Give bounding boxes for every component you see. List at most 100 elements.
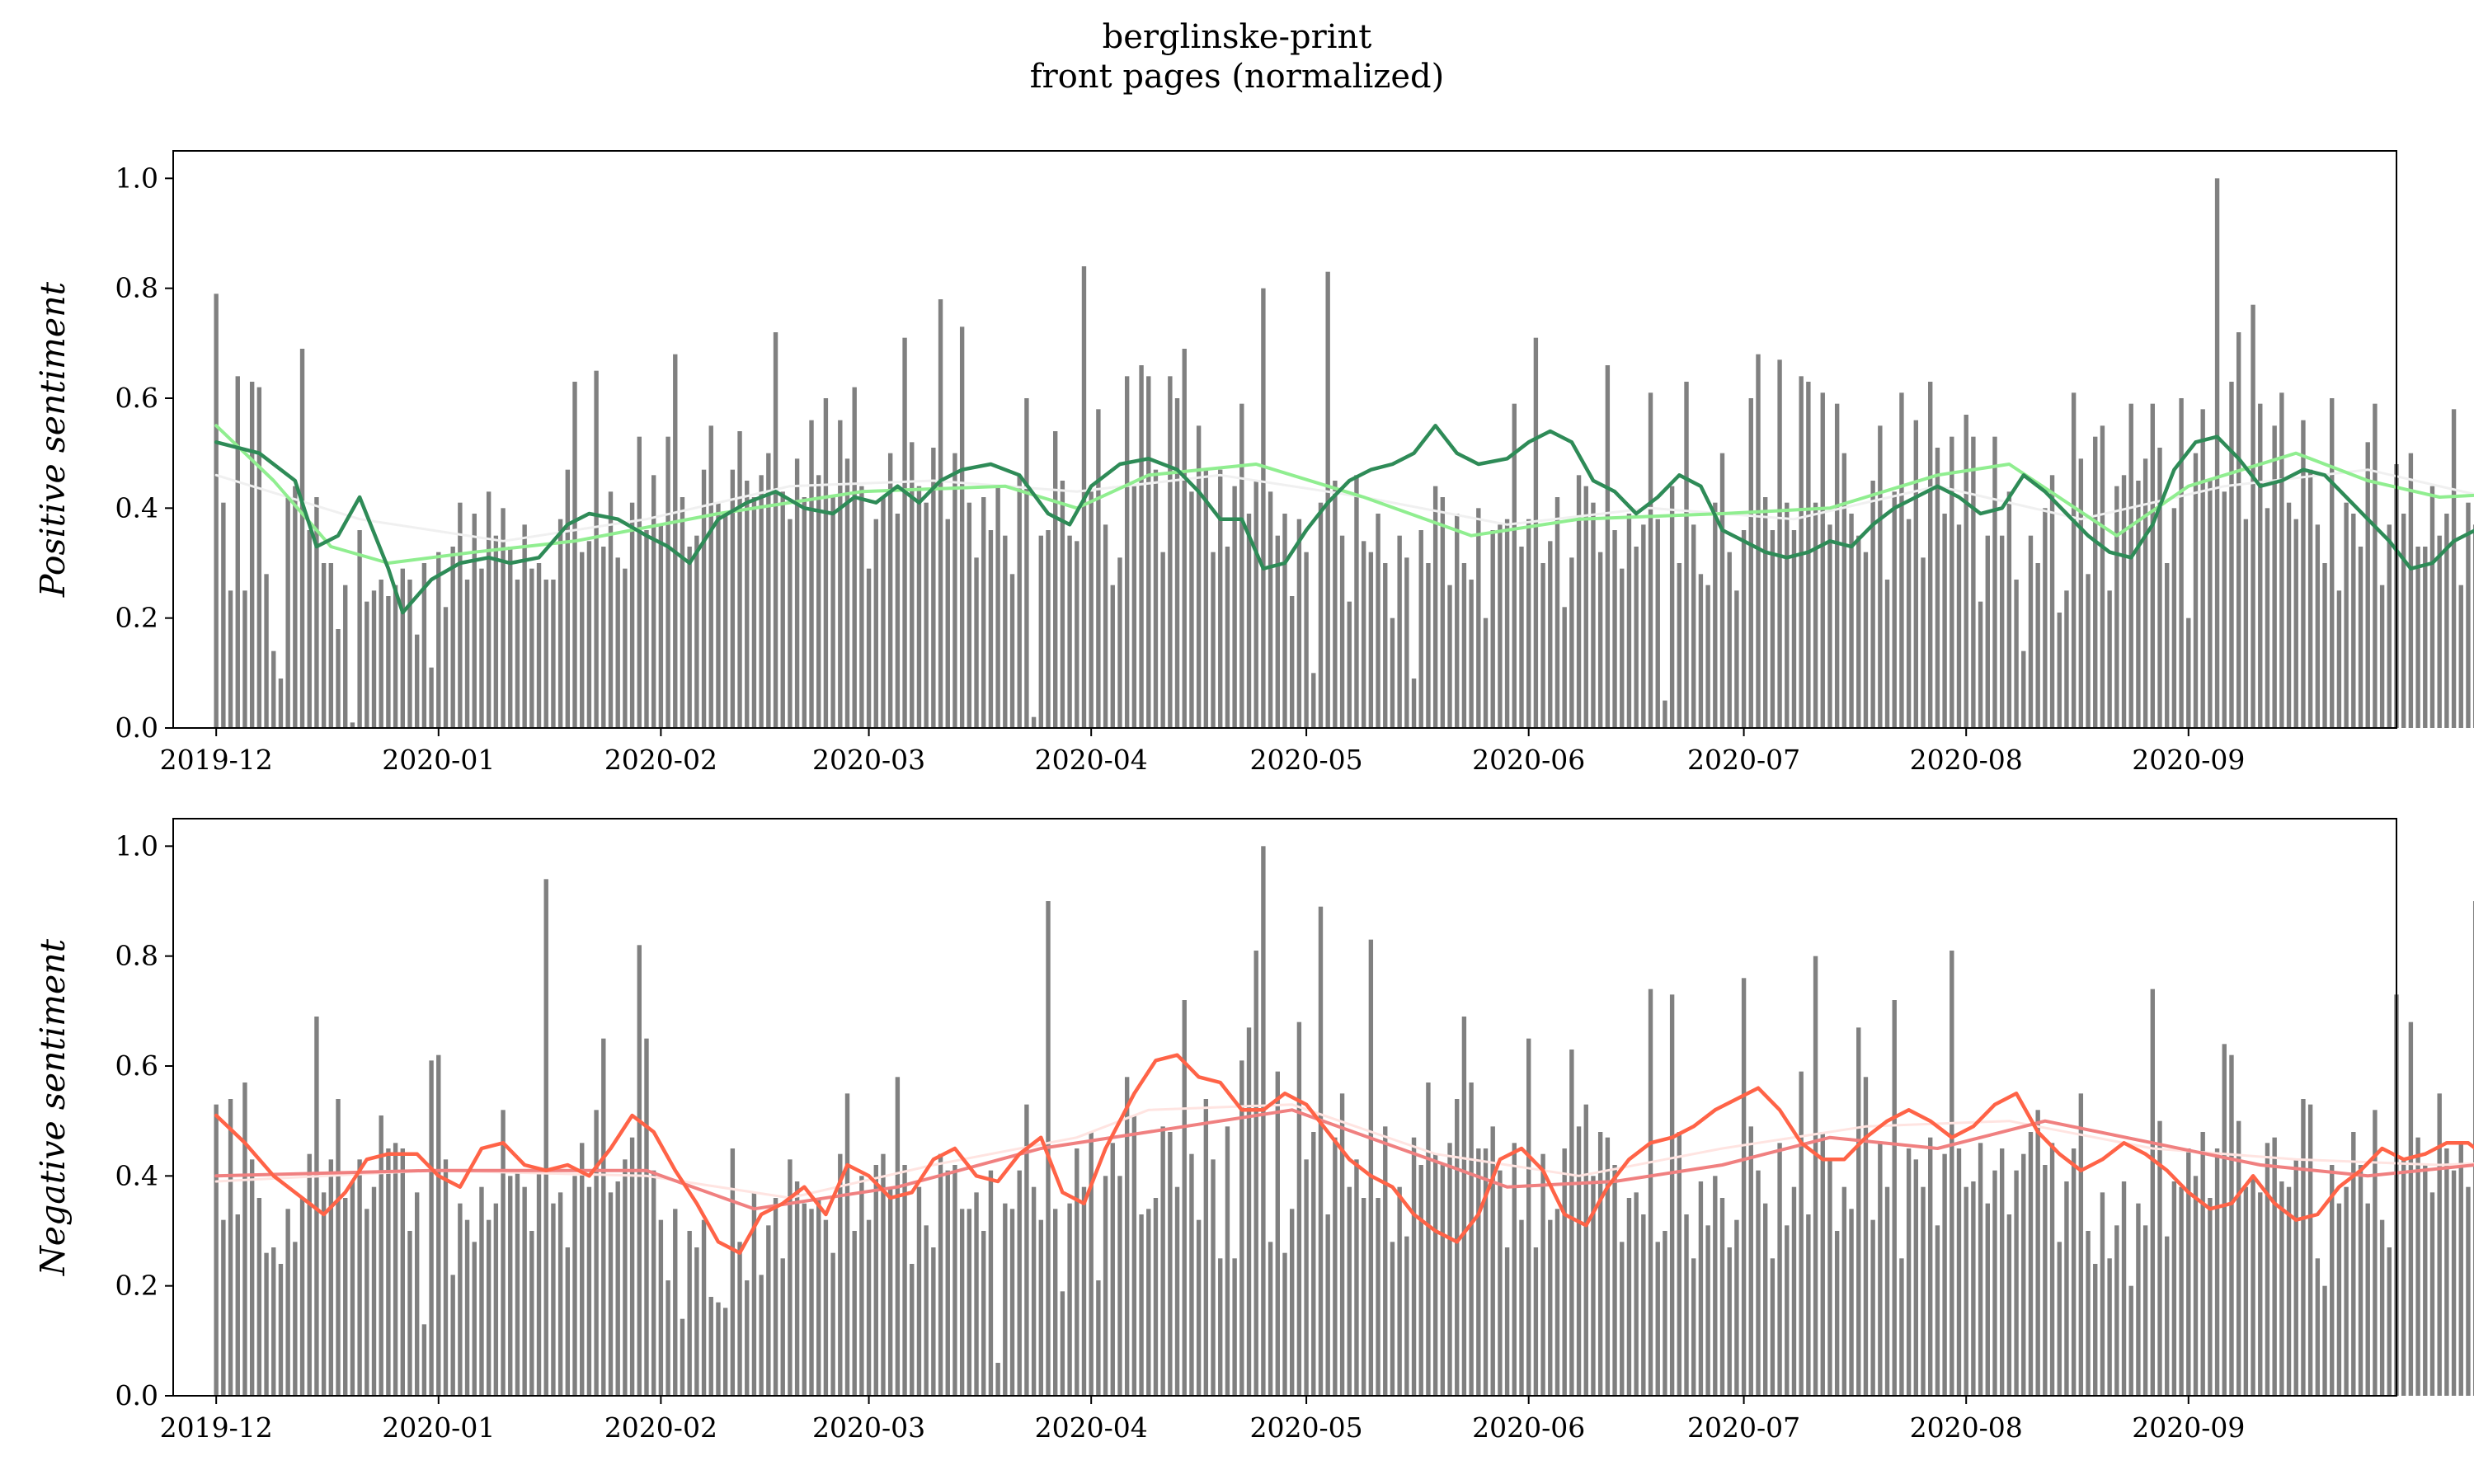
bar bbox=[2423, 1165, 2428, 1396]
bar bbox=[1921, 1186, 1926, 1396]
bar bbox=[881, 497, 886, 728]
trend-line-2 bbox=[214, 424, 2474, 565]
bar bbox=[751, 497, 757, 728]
bar bbox=[1863, 1077, 1869, 1396]
bar bbox=[601, 547, 606, 728]
bar bbox=[1339, 1093, 1345, 1396]
bar bbox=[1174, 398, 1180, 728]
bar bbox=[895, 514, 901, 728]
x-tick-label: 2020-09 bbox=[2132, 744, 2245, 776]
bar bbox=[1519, 547, 1524, 728]
bar bbox=[1361, 1198, 1366, 1396]
bar bbox=[2014, 1170, 2019, 1396]
bar bbox=[2171, 1181, 2177, 1396]
bar bbox=[666, 436, 670, 728]
bar bbox=[1239, 403, 1244, 728]
bar bbox=[1411, 679, 1417, 728]
bar bbox=[1031, 1186, 1037, 1396]
bar bbox=[2344, 502, 2349, 728]
bar bbox=[2208, 481, 2213, 728]
bar bbox=[1003, 1203, 1008, 1396]
bar bbox=[788, 519, 793, 728]
bar bbox=[365, 1209, 369, 1396]
bar bbox=[1806, 1214, 1811, 1396]
bar bbox=[680, 497, 685, 728]
bar bbox=[694, 1247, 699, 1396]
bar bbox=[2322, 1285, 2327, 1396]
bar bbox=[242, 1082, 247, 1396]
bar bbox=[1785, 1225, 1790, 1396]
bar bbox=[1038, 535, 1043, 728]
bar bbox=[1734, 590, 1739, 728]
bar bbox=[2236, 332, 2241, 728]
y-tick-label: 0.4 bbox=[115, 1159, 158, 1191]
bar bbox=[2236, 1120, 2241, 1396]
bar bbox=[887, 1186, 893, 1396]
bar bbox=[1950, 436, 1954, 728]
bar bbox=[1820, 1132, 1825, 1396]
bar bbox=[1756, 1170, 1761, 1396]
bar bbox=[2365, 1203, 2370, 1396]
bar bbox=[1562, 607, 1567, 728]
bar bbox=[1971, 436, 1976, 728]
bar bbox=[1103, 1176, 1108, 1396]
bar bbox=[1498, 524, 1503, 728]
bar bbox=[2451, 409, 2457, 728]
bar bbox=[1597, 552, 1603, 728]
bar bbox=[1476, 508, 1481, 728]
bar bbox=[2150, 403, 2155, 728]
bar bbox=[974, 1192, 979, 1396]
bar bbox=[1820, 392, 1825, 728]
bar bbox=[343, 1198, 348, 1396]
bar bbox=[2142, 458, 2148, 728]
bar bbox=[1246, 1027, 1252, 1396]
bar bbox=[1626, 514, 1632, 728]
bar bbox=[458, 1203, 463, 1396]
bar bbox=[2006, 1214, 2012, 1396]
bar bbox=[357, 530, 362, 728]
bar bbox=[1131, 1115, 1137, 1396]
y-axis-label: Negative sentiment bbox=[33, 938, 73, 1276]
bar bbox=[1892, 1000, 1897, 1396]
bar bbox=[1024, 1104, 1029, 1396]
bar bbox=[565, 469, 571, 728]
bar bbox=[2165, 1236, 2170, 1396]
bar bbox=[701, 469, 707, 728]
bar bbox=[2193, 453, 2199, 728]
bar bbox=[1785, 502, 1790, 728]
bar bbox=[952, 453, 957, 728]
bar bbox=[1476, 1148, 1481, 1396]
bar bbox=[1884, 580, 1890, 728]
bar bbox=[1498, 1170, 1503, 1396]
bar bbox=[1017, 1170, 1022, 1396]
bar bbox=[1533, 337, 1539, 728]
bar bbox=[2006, 491, 2012, 728]
bar bbox=[2429, 1192, 2435, 1396]
bar bbox=[2243, 519, 2249, 728]
bar bbox=[343, 585, 348, 728]
bar bbox=[501, 1110, 506, 1396]
bar bbox=[1942, 1153, 1947, 1396]
bar bbox=[895, 1077, 901, 1396]
bar bbox=[429, 1060, 434, 1396]
bar bbox=[214, 1104, 219, 1396]
bar bbox=[1117, 557, 1122, 728]
x-tick-label: 2020-04 bbox=[1035, 1411, 1148, 1444]
x-tick-label: 2020-07 bbox=[1687, 1411, 1800, 1444]
bar bbox=[708, 1297, 713, 1396]
bar bbox=[264, 574, 269, 728]
bar bbox=[293, 1242, 298, 1396]
bar bbox=[249, 1159, 255, 1396]
bar bbox=[959, 1209, 965, 1396]
bar bbox=[2107, 1258, 2112, 1396]
bar bbox=[242, 590, 247, 728]
bar bbox=[522, 524, 527, 728]
bar bbox=[1741, 978, 1747, 1396]
bar bbox=[501, 508, 506, 728]
bar bbox=[2157, 1120, 2162, 1396]
bar bbox=[371, 1186, 377, 1396]
bar bbox=[1354, 1159, 1359, 1396]
bar bbox=[1548, 1219, 1553, 1396]
bar bbox=[1368, 552, 1374, 728]
bar bbox=[2451, 1170, 2457, 1396]
